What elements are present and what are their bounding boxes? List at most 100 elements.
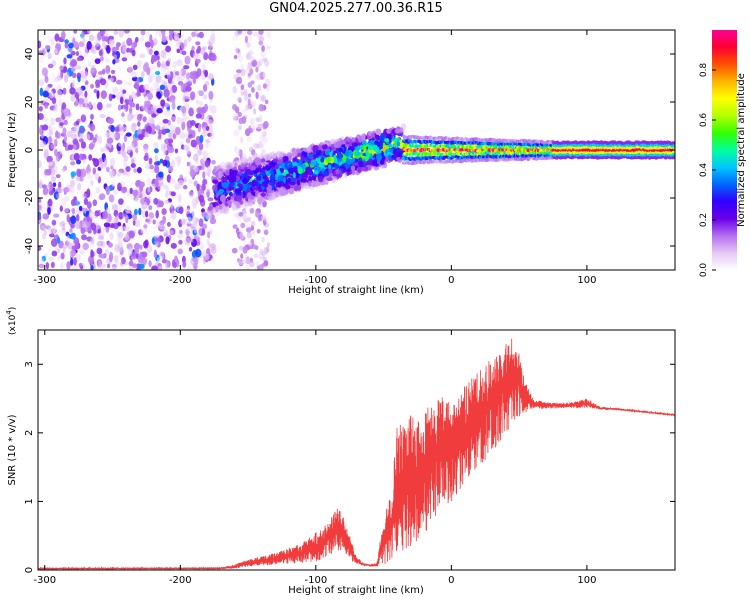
- spectrogram-cell: [394, 128, 401, 134]
- spectrogram-cell: [178, 229, 183, 235]
- spectrogram-cell: [75, 51, 80, 57]
- spectrogram-data: [38, 30, 675, 270]
- spectrogram-cell: [62, 127, 67, 135]
- spectrogram-cell: [170, 159, 176, 168]
- spectrogram-cell: [194, 248, 202, 258]
- spectrogram-cell: [222, 164, 228, 169]
- spectrogram-cell: [97, 235, 105, 240]
- spectrogram-cell: [319, 141, 326, 146]
- spectrogram-cell: [246, 75, 252, 81]
- spectrogram-cell: [309, 171, 314, 176]
- spectrogram-cell: [167, 146, 175, 154]
- spectrogram-cell: [387, 154, 392, 160]
- spectrogram-cell: [132, 251, 137, 260]
- spectrogram-cell: [252, 186, 258, 191]
- spectrogram-cell: [96, 90, 100, 99]
- spectrogram-cell: [153, 142, 159, 149]
- spectrogram-cell: [91, 103, 98, 110]
- spectrogram-cell: [235, 195, 243, 202]
- spectrogram-cell: [245, 227, 252, 233]
- spectrogram-cell: [180, 42, 186, 51]
- spectrogram-cell: [73, 196, 77, 201]
- spectrogram-cell: [78, 132, 84, 140]
- spectrogram-cell: [64, 42, 69, 49]
- spectrogram-cell: [155, 30, 159, 35]
- spectrogram-cell: [183, 144, 190, 151]
- spectrogram-cell: [156, 60, 161, 68]
- spectrogram-cell: [44, 104, 48, 109]
- spectrogram-cell: [115, 214, 119, 224]
- spectrogram-cell: [181, 105, 187, 114]
- spectrogram-cell: [133, 208, 138, 216]
- spectrogram-cell: [145, 210, 149, 218]
- spectrogram-cell: [93, 88, 98, 94]
- spectrogram-cell: [143, 61, 150, 70]
- spectrogram-cell: [242, 246, 248, 254]
- spectrogram-cell: [46, 155, 53, 163]
- spectrogram-cell: [195, 113, 202, 119]
- spectrogram-cell: [171, 259, 176, 268]
- spectrogram-cell: [108, 77, 114, 83]
- spectrogram-cell: [49, 126, 57, 132]
- spectrogram-cell: [148, 157, 153, 165]
- spectrogram-cell: [161, 35, 167, 43]
- spectrogram-cell: [199, 134, 204, 144]
- spectrogram-cell: [63, 66, 68, 74]
- spectrogram-cell: [254, 265, 258, 270]
- spectrogram-cell: [90, 265, 94, 270]
- spectrogram-cell: [263, 229, 269, 236]
- spectrogram-cell: [177, 248, 183, 255]
- spectrogram-cell: [125, 132, 132, 137]
- spectrogram-cell: [206, 210, 212, 219]
- spectrogram-cell: [166, 190, 172, 197]
- spectrogram-cell: [108, 93, 113, 102]
- spectrogram-cell: [261, 45, 265, 53]
- spectrogram-cell: [165, 260, 169, 269]
- spectrogram-cell: [137, 114, 143, 121]
- spectrogram-cell: [241, 177, 249, 185]
- spectrogram-cell: [47, 226, 52, 234]
- spectrogram-cell: [262, 57, 268, 63]
- spectrogram-cell: [222, 181, 229, 189]
- spectrogram-cell: [81, 221, 87, 229]
- spectrogram-cell: [71, 72, 77, 79]
- spectrogram-cell: [94, 173, 100, 181]
- spectrogram-cell: [63, 187, 70, 193]
- spectrogram-cell: [59, 229, 65, 235]
- spectrogram-cell: [239, 245, 243, 251]
- spectrogram-cell: [100, 30, 106, 36]
- spectrogram-cell: [50, 261, 55, 268]
- spectrogram-cell: [258, 40, 264, 46]
- spectrogram-cell: [135, 36, 139, 43]
- spectrogram-cell: [209, 227, 214, 234]
- spectrogram-cell: [255, 66, 259, 73]
- spectrogram-cell: [343, 171, 348, 179]
- spectrogram-cell: [38, 197, 42, 204]
- spectrogram-cell: [164, 199, 170, 205]
- spectrogram-cell: [201, 228, 206, 236]
- spectrogram-cell: [334, 163, 339, 170]
- spectrogram-cell: [185, 208, 191, 214]
- spectrogram-cell: [64, 39, 69, 44]
- spectrogram-cell: [296, 179, 301, 186]
- spectrogram-cell: [339, 165, 345, 169]
- spectrogram-cell: [38, 40, 42, 49]
- spectrogram-cell: [180, 218, 187, 226]
- spectrogram-cell: [255, 91, 259, 100]
- spectrogram-cell: [165, 45, 172, 53]
- spectrogram-cell: [140, 189, 146, 199]
- spectrogram-cell: [204, 168, 212, 175]
- spectrogram-cell: [195, 58, 201, 64]
- spectrogram-cell: [188, 107, 194, 117]
- spectrogram-cell: [69, 228, 73, 233]
- spectrogram-cell: [274, 163, 280, 170]
- spectrogram-cell: [131, 263, 138, 268]
- spectrogram-cell: [59, 205, 63, 212]
- spectrogram-cell: [105, 248, 110, 256]
- spectrogram-cell: [154, 70, 161, 76]
- spectrogram-cell: [251, 179, 257, 187]
- spectrogram-cell: [295, 148, 302, 154]
- spectrogram-cell: [251, 86, 255, 93]
- spectrogram-cell: [156, 107, 163, 114]
- spectrogram-cell: [181, 255, 186, 264]
